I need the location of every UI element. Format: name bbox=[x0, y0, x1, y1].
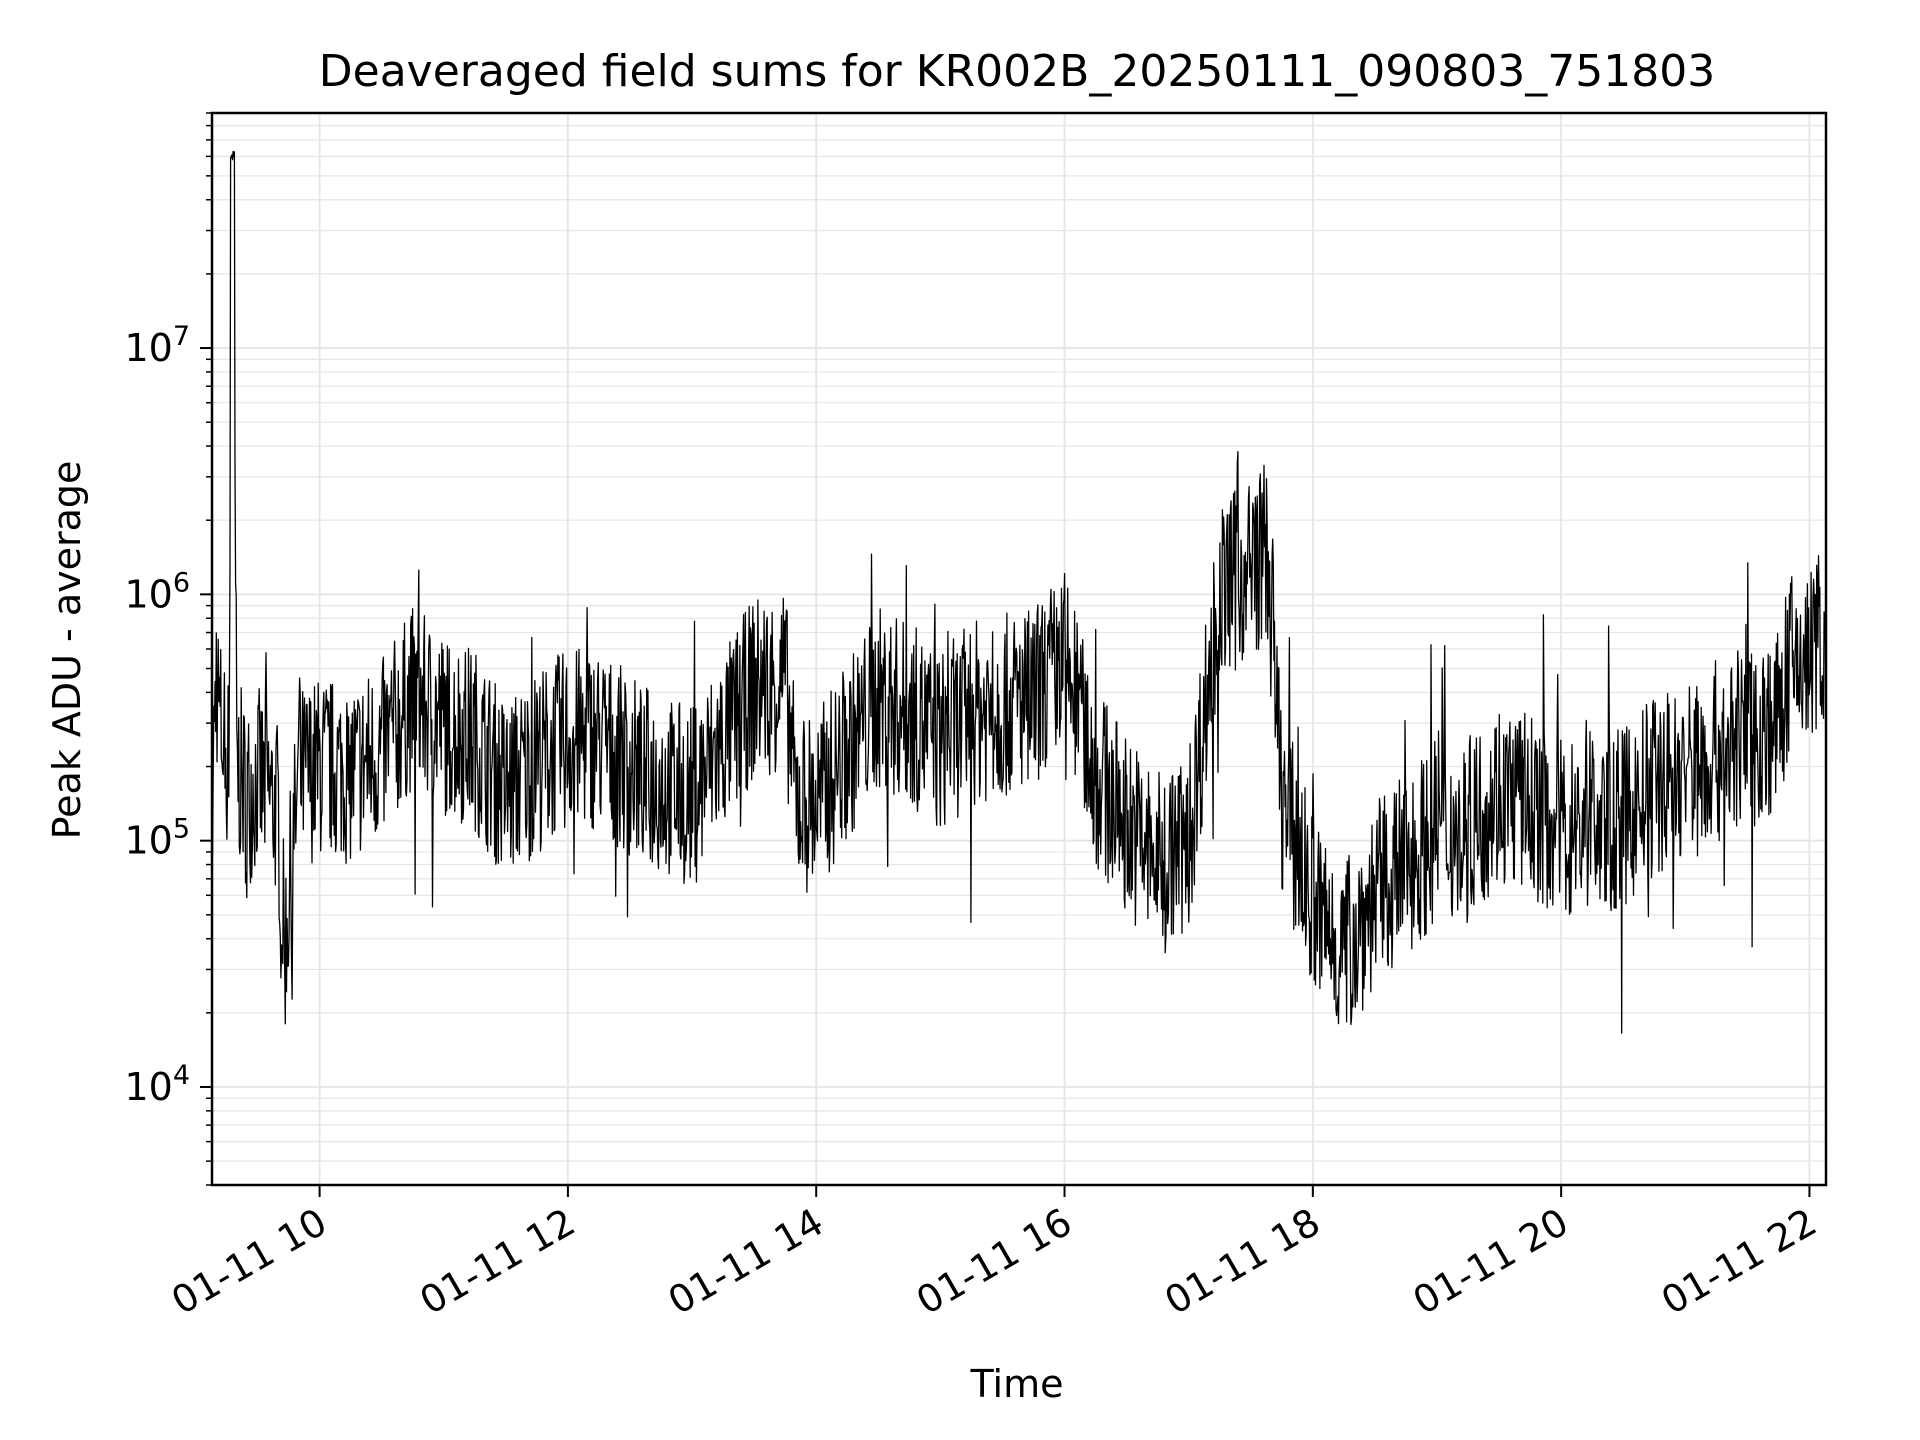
y-axis-label: Peak ADU - average bbox=[45, 461, 89, 840]
series-line bbox=[211, 150, 1827, 1034]
chart-title: Deaveraged field sums for KR002B_2025011… bbox=[319, 46, 1715, 97]
data-series bbox=[211, 150, 1827, 1034]
y-tick-exponent: 6 bbox=[173, 567, 190, 598]
y-tick-exponent: 7 bbox=[173, 321, 190, 352]
y-tick-label: 104 bbox=[124, 1060, 190, 1109]
y-tick-base: 10 bbox=[124, 1065, 172, 1109]
y-tick-base: 10 bbox=[124, 572, 172, 616]
x-axis-label: Time bbox=[970, 1362, 1064, 1406]
grid-lines bbox=[212, 112, 1826, 1186]
y-tick-label: 107 bbox=[124, 321, 190, 370]
y-tick-label: 105 bbox=[124, 814, 190, 863]
y-tick-label: 106 bbox=[124, 567, 190, 616]
y-tick-base: 10 bbox=[124, 326, 172, 370]
y-tick-exponent: 4 bbox=[173, 1060, 190, 1091]
y-tick-base: 10 bbox=[124, 819, 172, 863]
y-tick-exponent: 5 bbox=[173, 814, 190, 845]
